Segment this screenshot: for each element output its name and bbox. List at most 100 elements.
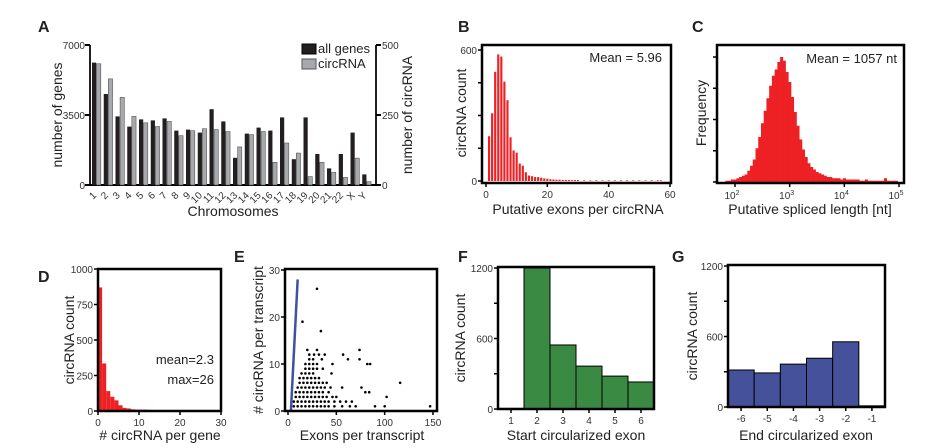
a-bar-all-genes	[268, 130, 273, 185]
c-xtick-label: 105	[888, 190, 903, 202]
a-bar-all-genes	[92, 62, 97, 185]
a-ylabel: number of genes	[49, 62, 65, 167]
f-bar	[523, 267, 551, 410]
e-point	[306, 395, 309, 399]
e-point	[319, 405, 323, 408]
e-point	[341, 353, 345, 356]
c-bar	[821, 174, 825, 182]
b-bar	[512, 150, 515, 181]
b-bar	[549, 179, 552, 181]
e-point	[325, 381, 328, 385]
c-bar	[801, 149, 805, 182]
e-point	[385, 395, 388, 399]
a-bar-all-genes	[362, 174, 367, 185]
b-bar	[561, 179, 564, 181]
e-point	[348, 405, 352, 408]
a-bar-circrna	[108, 78, 113, 186]
b-bar	[632, 180, 635, 181]
a-bar-circrna	[343, 177, 348, 186]
b-bar	[555, 179, 558, 181]
e-point	[304, 362, 307, 366]
a-bar-circrna	[249, 134, 254, 186]
f-xtick-label: 1	[508, 416, 514, 427]
e-point	[292, 400, 296, 403]
e-point	[368, 362, 372, 366]
a-bar-all-genes	[350, 132, 355, 185]
f-ytick-label: 1200	[471, 264, 494, 275]
e-point	[325, 395, 328, 399]
b-bar	[494, 71, 497, 181]
e-point	[309, 376, 313, 380]
a-legend-circrna: circRNA	[318, 56, 366, 71]
a-bar-all-genes	[327, 168, 332, 185]
c-bar	[870, 180, 874, 182]
e-point	[331, 395, 334, 399]
e-point	[302, 376, 305, 380]
e-point	[306, 390, 309, 394]
d-ytick-label: 0	[87, 407, 93, 418]
a-legend-swatch-all-genes	[301, 43, 317, 55]
b-bar	[521, 165, 524, 181]
c-bar	[826, 177, 830, 182]
e-point	[307, 386, 311, 389]
e-point	[315, 348, 319, 352]
d-xtick-label: 20	[174, 418, 186, 429]
a-bar-all-genes	[280, 117, 285, 185]
c-bar	[840, 179, 844, 182]
b-ylabel: circRNA count	[453, 69, 469, 158]
b-bar	[500, 56, 503, 181]
e-point	[304, 400, 307, 403]
c-bar	[766, 98, 770, 182]
g-bar	[806, 357, 834, 408]
e-point	[309, 390, 313, 394]
e-point	[313, 376, 317, 380]
a-xtick-label: X	[345, 190, 358, 203]
a-ytick-label: 3500	[63, 111, 86, 122]
e-point	[319, 386, 323, 389]
e-ytick-label: 10	[269, 360, 281, 371]
a-bar-all-genes	[209, 109, 214, 185]
a-bar-circrna	[202, 128, 207, 186]
e-point	[323, 405, 327, 408]
e-point	[323, 353, 327, 356]
e-point	[321, 367, 325, 371]
e-point	[317, 353, 321, 356]
a-bar-circrna	[366, 181, 372, 186]
e-point	[311, 405, 315, 408]
panel-letter-g: G	[672, 249, 684, 266]
a-bar-circrna	[155, 126, 160, 186]
a-bar-circrna	[307, 176, 313, 186]
a-bar-circrna	[131, 116, 137, 186]
d-bar	[98, 287, 103, 411]
e-point	[317, 376, 321, 380]
d-xlabel: # circRNA per gene	[99, 427, 221, 443]
e-point	[317, 390, 321, 394]
c-bar	[848, 179, 852, 182]
b-xlabel: Putative exons per circRNA	[492, 201, 664, 217]
e-ylabel: # circRNA per transcript	[250, 266, 266, 414]
c-bar	[760, 123, 764, 182]
a-bar-all-genes	[139, 119, 144, 185]
g-bar	[779, 363, 807, 408]
e-point	[317, 381, 321, 385]
c-bar	[823, 175, 827, 182]
e-point	[315, 287, 319, 291]
panel-letter-e: E	[234, 249, 245, 266]
e-point	[300, 386, 303, 389]
c-bar	[750, 165, 754, 182]
e-point	[304, 386, 307, 389]
g-bar	[832, 341, 860, 408]
f-bar	[627, 381, 655, 410]
c-plot-frame	[715, 43, 906, 185]
f-xtick-label: 6	[638, 416, 644, 427]
e-ytick-label: 0	[274, 407, 280, 418]
b-bar	[543, 178, 546, 181]
e-point	[307, 358, 311, 361]
g-xtick-label: -4	[789, 414, 798, 425]
f-xtick-label: 2	[534, 416, 540, 427]
e-point	[383, 405, 386, 408]
c-bar	[736, 178, 740, 182]
e-point	[319, 400, 323, 403]
